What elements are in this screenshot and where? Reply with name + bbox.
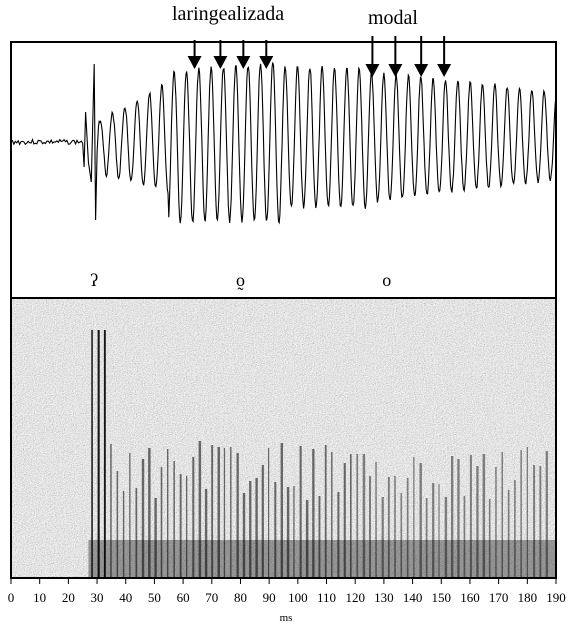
- tick-label-110: 110: [317, 590, 336, 605]
- segment-labels: ʔ o̰ o: [90, 270, 391, 290]
- tick-label-150: 150: [432, 590, 452, 605]
- laryngealized-arrow-0: [187, 40, 202, 69]
- tick-label-80: 80: [234, 590, 247, 605]
- modal-label: modal: [368, 7, 418, 29]
- tick-label-130: 130: [374, 590, 394, 605]
- laryngealized-arrow-3: [259, 40, 274, 69]
- tick-label-50: 50: [148, 590, 161, 605]
- segment-label-0: ʔ: [90, 270, 98, 290]
- tick-label-20: 20: [62, 590, 75, 605]
- tick-label-70: 70: [205, 590, 218, 605]
- tick-label-170: 170: [489, 590, 509, 605]
- tick-label-30: 30: [91, 590, 104, 605]
- tick-label-190: 190: [546, 590, 566, 605]
- modal-arrow-0: [365, 36, 380, 77]
- modal-arrow-3: [437, 36, 452, 77]
- modal-arrow-1: [388, 36, 403, 77]
- tick-label-60: 60: [177, 590, 190, 605]
- tick-label-120: 120: [345, 590, 365, 605]
- segment-label-1: o̰: [236, 270, 245, 290]
- tick-label-100: 100: [288, 590, 308, 605]
- spectrogram-panel: [10, 297, 557, 579]
- tick-label-10: 10: [33, 590, 46, 605]
- tick-label-140: 140: [403, 590, 423, 605]
- time-axis-unit: ms: [280, 612, 293, 624]
- tick-label-0: 0: [8, 590, 15, 605]
- modal-arrow-2: [414, 36, 429, 77]
- tick-label-90: 90: [263, 590, 276, 605]
- waveform-trace: [10, 62, 557, 225]
- tick-label-160: 160: [460, 590, 480, 605]
- pulse-arrows: [187, 36, 452, 77]
- laryngealized-arrow-1: [213, 40, 228, 69]
- laryngealized-label: laringealizada: [172, 3, 285, 25]
- time-axis: 0 10 20 30 40 50 60 70 80 90 100 110 120 130 140 150 160…: [8, 578, 566, 605]
- tick-label-40: 40: [119, 590, 132, 605]
- tick-label-180: 180: [518, 590, 538, 605]
- segment-label-2: o: [382, 270, 391, 290]
- laryngealized-arrow-2: [236, 40, 251, 69]
